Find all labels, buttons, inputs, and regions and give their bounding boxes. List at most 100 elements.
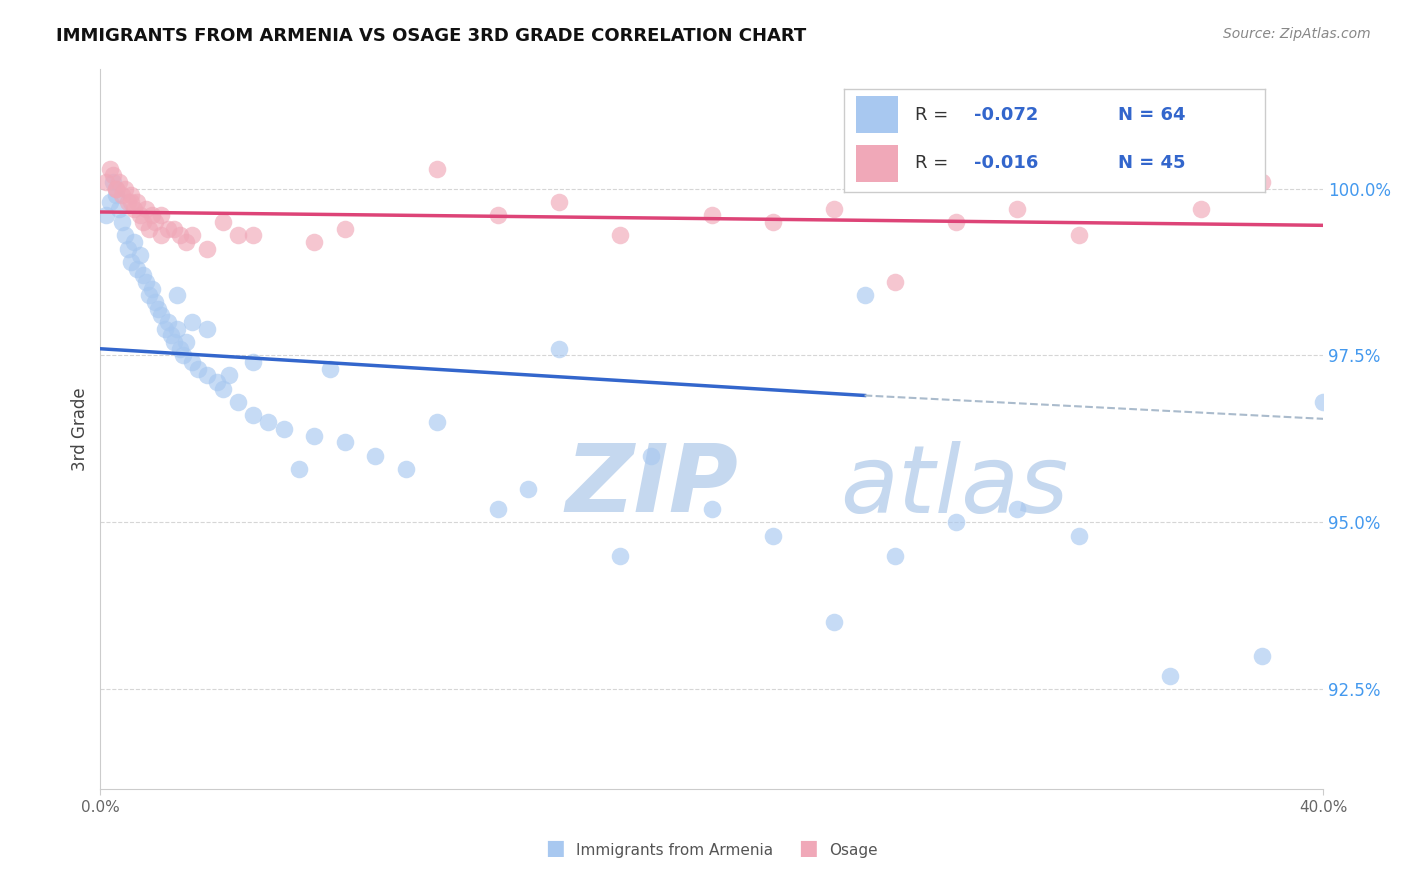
Point <box>114 181 136 195</box>
Point <box>169 228 191 243</box>
Point <box>98 161 121 176</box>
Point <box>1189 202 1212 216</box>
Text: ■: ■ <box>799 838 818 858</box>
Point <box>304 428 326 442</box>
Point <box>117 242 139 256</box>
Text: Source: ZipAtlas.com: Source: ZipAtlas.com <box>1223 27 1371 41</box>
Point <box>125 194 148 209</box>
Point <box>242 228 264 243</box>
Point <box>945 215 967 229</box>
Point <box>122 202 145 216</box>
Point <box>426 415 449 429</box>
Point <box>166 288 188 302</box>
Point <box>945 515 967 529</box>
Point <box>1067 228 1090 243</box>
Point <box>104 181 127 195</box>
Point <box>517 482 540 496</box>
Text: R =: R = <box>915 154 955 172</box>
Point <box>150 228 173 243</box>
Point <box>762 528 785 542</box>
Point <box>166 322 188 336</box>
Point <box>195 242 218 256</box>
Text: IMMIGRANTS FROM ARMENIA VS OSAGE 3RD GRADE CORRELATION CHART: IMMIGRANTS FROM ARMENIA VS OSAGE 3RD GRA… <box>56 27 807 45</box>
Point <box>129 248 152 262</box>
Point <box>125 261 148 276</box>
Point <box>104 188 127 202</box>
Point <box>163 221 186 235</box>
Point <box>218 368 240 383</box>
Point <box>138 288 160 302</box>
Bar <box>856 96 898 133</box>
Point <box>304 235 326 249</box>
Point <box>486 208 509 222</box>
Text: Osage: Osage <box>830 843 879 858</box>
Point <box>640 449 662 463</box>
Point <box>1251 175 1274 189</box>
Point <box>104 181 127 195</box>
Point <box>156 315 179 329</box>
Point <box>318 361 340 376</box>
Point <box>98 194 121 209</box>
Point <box>1251 648 1274 663</box>
Point <box>148 301 170 316</box>
Point <box>181 228 204 243</box>
Point <box>181 315 204 329</box>
Point <box>187 361 209 376</box>
Point <box>145 215 167 229</box>
Point <box>548 194 571 209</box>
Point <box>101 169 124 183</box>
Text: Immigrants from Armenia: Immigrants from Armenia <box>576 843 773 858</box>
Point <box>273 422 295 436</box>
Point <box>135 275 157 289</box>
Point <box>364 449 387 463</box>
Point <box>169 342 191 356</box>
Point <box>1312 395 1334 409</box>
Y-axis label: 3rd Grade: 3rd Grade <box>72 387 89 471</box>
Point <box>426 161 449 176</box>
Point <box>257 415 280 429</box>
Point <box>181 355 204 369</box>
Point <box>145 295 167 310</box>
Point <box>150 309 173 323</box>
Point <box>609 549 631 563</box>
Point <box>195 368 218 383</box>
Point <box>114 228 136 243</box>
Point <box>762 215 785 229</box>
Point <box>132 268 155 283</box>
Point <box>242 355 264 369</box>
Point <box>195 322 218 336</box>
Text: atlas: atlas <box>841 441 1069 532</box>
Point <box>129 208 152 222</box>
Point <box>1159 669 1181 683</box>
Point <box>333 221 356 235</box>
Point <box>159 328 181 343</box>
Point <box>333 435 356 450</box>
Point <box>150 208 173 222</box>
Text: ZIP: ZIP <box>565 441 738 533</box>
Point <box>141 282 163 296</box>
Point <box>823 202 845 216</box>
Point <box>486 502 509 516</box>
Point <box>288 462 311 476</box>
Point <box>884 549 907 563</box>
Point <box>135 202 157 216</box>
Point <box>609 228 631 243</box>
Point <box>205 375 228 389</box>
Point <box>242 409 264 423</box>
Point <box>163 335 186 350</box>
Point <box>1007 502 1029 516</box>
Point <box>156 221 179 235</box>
Point <box>153 322 176 336</box>
Point <box>111 215 134 229</box>
Point <box>174 335 197 350</box>
Text: -0.016: -0.016 <box>974 154 1039 172</box>
Point <box>395 462 418 476</box>
Point <box>96 208 118 222</box>
Point <box>141 208 163 222</box>
Point <box>117 194 139 209</box>
Point <box>548 342 571 356</box>
Text: -0.072: -0.072 <box>974 106 1039 124</box>
Point <box>122 235 145 249</box>
Point <box>174 235 197 249</box>
Point <box>884 275 907 289</box>
